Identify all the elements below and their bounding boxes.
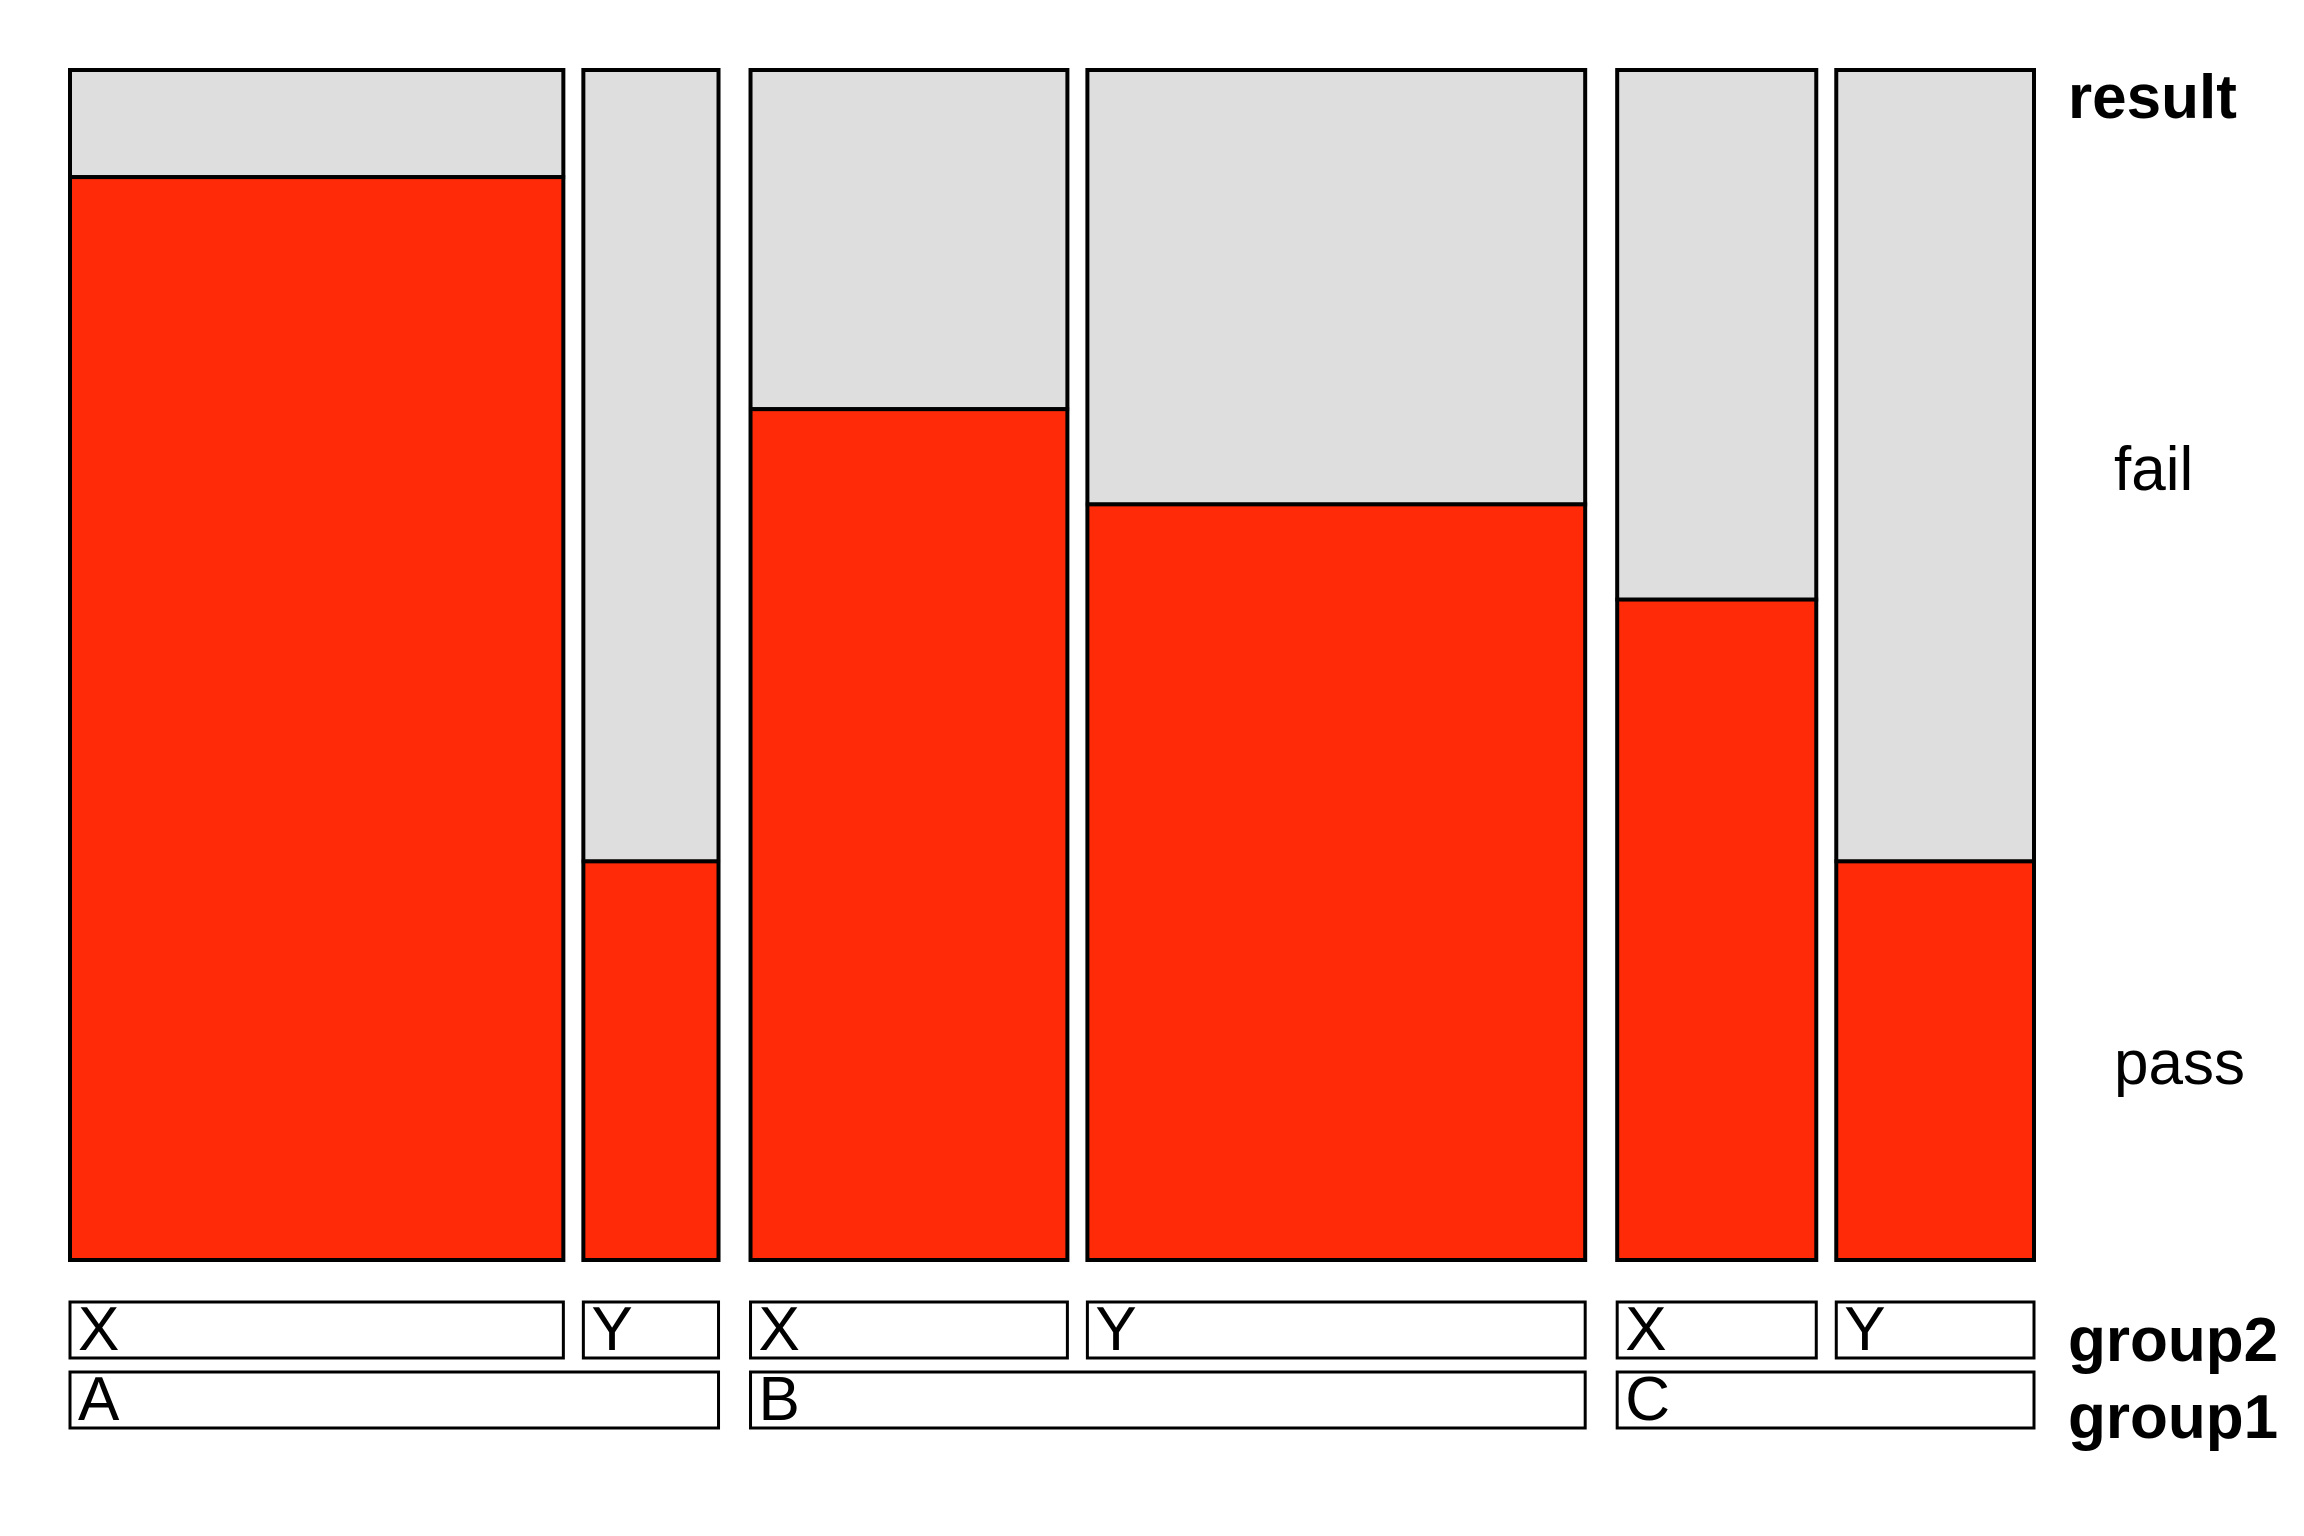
group2-box-b-x xyxy=(749,1300,1069,1360)
group1-label-c: C xyxy=(1625,1365,1670,1434)
group1-label-b: B xyxy=(759,1365,800,1434)
group1-box-c xyxy=(1615,1370,2036,1430)
group2-label-c-y: Y xyxy=(1844,1295,1885,1364)
group2-box-a-x xyxy=(68,1300,565,1360)
tile-b-x-pass xyxy=(748,407,1070,1262)
tile-c-y-pass xyxy=(1834,859,2037,1262)
tile-a-x-fail xyxy=(68,68,566,180)
group1-label-a: A xyxy=(78,1365,120,1434)
group2-box-c-x xyxy=(1615,1300,1818,1360)
group2-label-a-x: X xyxy=(78,1295,119,1364)
group2-box-c-y xyxy=(1834,1300,2036,1360)
group1-box-a xyxy=(68,1370,721,1430)
tile-b-y-fail xyxy=(1085,68,1588,507)
group1-box-b xyxy=(749,1370,1587,1430)
group1-label-row: A B C xyxy=(68,1365,2036,1434)
tile-a-y-pass xyxy=(581,859,721,1262)
tile-a-y-fail xyxy=(581,68,721,864)
tile-c-x-pass xyxy=(1615,597,1819,1262)
group2-label-c-x: X xyxy=(1625,1295,1666,1364)
tile-b-x-fail xyxy=(748,68,1070,412)
mosaic-tiles xyxy=(68,68,2037,1263)
group2-variable-label: group2 xyxy=(2068,1306,2278,1375)
group2-label-a-y: Y xyxy=(591,1295,632,1364)
tile-a-x-pass xyxy=(68,175,566,1263)
group2-label-b-x: X xyxy=(759,1295,800,1364)
group2-label-b-y: Y xyxy=(1095,1295,1136,1364)
tile-c-x-fail xyxy=(1615,68,1819,602)
result-level-pass: pass xyxy=(2114,1029,2245,1098)
group2-box-b-y xyxy=(1085,1300,1587,1360)
result-level-fail: fail xyxy=(2114,435,2193,504)
result-variable-label: result xyxy=(2068,63,2237,132)
tile-b-y-pass xyxy=(1085,502,1588,1263)
group1-variable-label: group1 xyxy=(2068,1383,2278,1452)
tile-c-y-fail xyxy=(1834,68,2037,864)
group2-box-a-y xyxy=(581,1300,721,1360)
